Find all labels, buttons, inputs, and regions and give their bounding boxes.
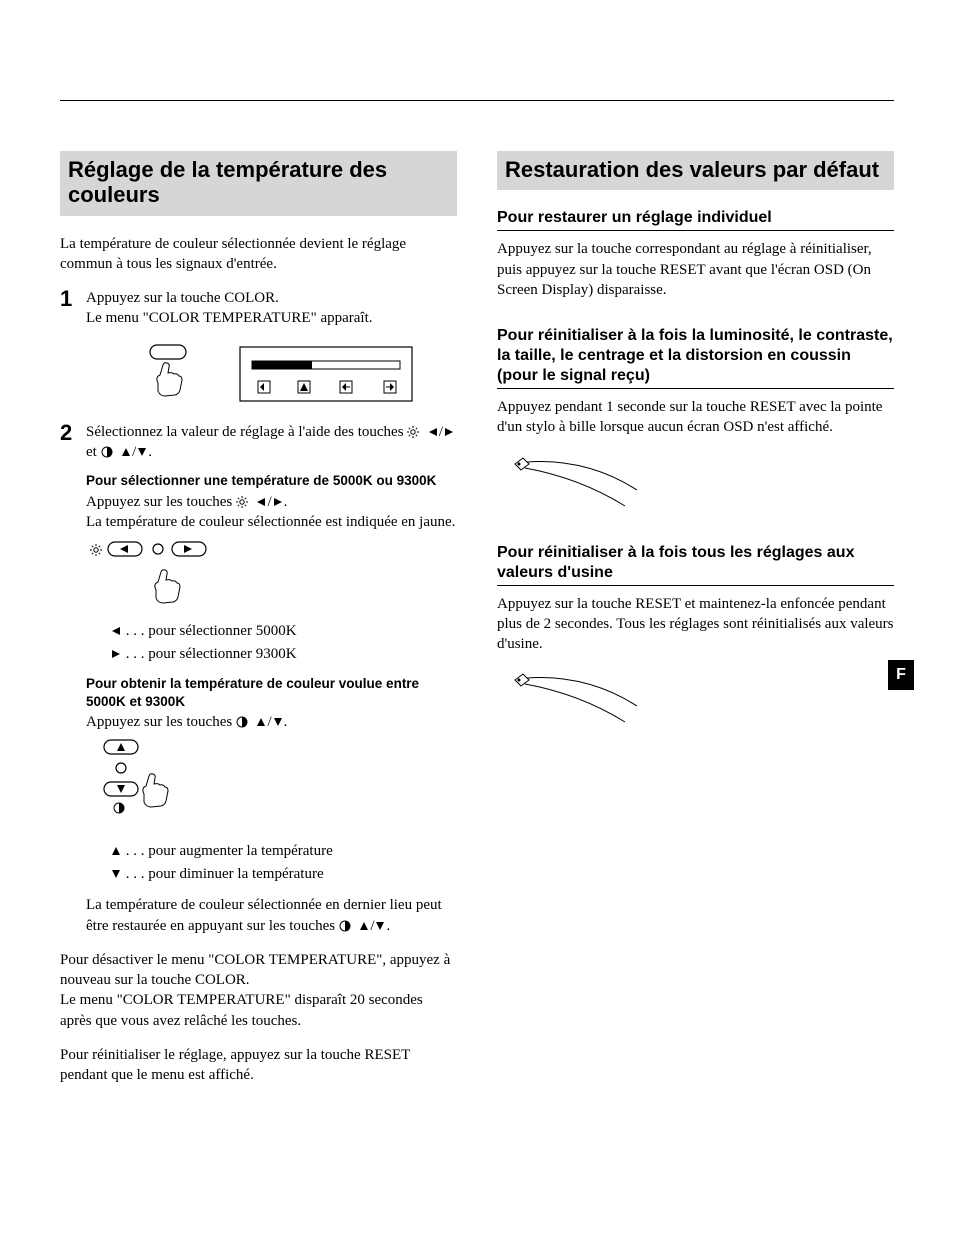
figure-vertical-buttons [86,738,457,833]
arrow-right-text: . . . pour sélectionner 9300K [122,646,297,662]
step-2-text-c: . [148,444,152,460]
step-2-number: 2 [60,422,86,463]
section-title-right: Restauration des valeurs par défaut [497,151,894,190]
section-title-left: Réglage de la température des couleurs [60,151,457,216]
diagram-button-osd [140,339,420,409]
arrow-down-icon [136,446,148,458]
sub2-title: Pour obtenir la température de couleur v… [86,675,457,710]
sub2-text-a: Appuyez sur les touches [86,714,236,730]
diagram-h-buttons [86,538,246,608]
arrow-down-icon [110,868,122,880]
arrow-up-caption: . . . pour augmenter la température [110,841,457,862]
arrow-right-icon [272,496,284,508]
arrow-left-text: . . . pour sélectionner 5000K [122,623,297,639]
arrow-right-caption: . . . pour sélectionner 9300K [110,644,457,665]
contrast-icon [101,446,113,458]
figure-color-button-and-osd [140,339,457,414]
p-individual: Appuyez sur la touche correspondant au r… [497,239,894,300]
sub1-text-a: Appuyez sur les touches [86,494,236,510]
intro-text: La température de couleur sélectionnée d… [60,234,457,275]
h3-factory: Pour réinitialiser à la fois tous les ré… [497,543,894,586]
arrow-left-caption: . . . pour sélectionner 5000K [110,621,457,642]
p-factory: Appuyez sur la touche RESET et maintenez… [497,594,894,655]
contrast-icon [236,716,248,728]
sub1-title: Pour sélectionner une température de 500… [86,472,457,490]
para-reset: Pour réinitialiser le réglage, appuyez s… [60,1045,457,1086]
note-restore: La température de couleur sélectionnée e… [86,895,457,936]
sub1-text-c: La température de couleur sélectionnée e… [86,514,455,530]
arrow-up-icon [120,446,132,458]
columns: Réglage de la température des couleurs L… [60,151,894,1099]
step-1: 1 Appuyez sur la touche COLOR. Le menu "… [60,288,457,329]
contrast-icon [339,920,351,932]
right-column: Restauration des valeurs par défaut Pour… [497,151,894,1099]
step-1-body: Appuyez sur la touche COLOR. Le menu "CO… [86,288,457,329]
left-column: Réglage de la température des couleurs L… [60,151,457,1099]
sub1-text-b: . [284,494,288,510]
step-1-line-b: Le menu "COLOR TEMPERATURE" apparaît. [86,310,373,326]
page: F Réglage de la température des couleurs… [0,0,954,1159]
sub2-text-b: . [284,714,288,730]
para-disable: Pour désactiver le menu "COLOR TEMPERATU… [60,950,457,991]
figure-pen-1 [497,452,894,517]
sun-icon [236,496,248,508]
arrow-down-icon [374,920,386,932]
arrow-up-icon [110,845,122,857]
arrow-left-icon [110,625,122,637]
top-rule [60,100,894,101]
note-restore-b: . [386,918,390,934]
h3-individual: Pour restaurer un réglage individuel [497,208,894,231]
side-tab: F [888,660,914,690]
arrow-left-icon [427,426,439,438]
diagram-pen [497,668,647,728]
arrow-down-caption: . . . pour diminuer la température [110,864,457,885]
step-2-text-a: Sélectionnez la valeur de réglage à l'ai… [86,424,407,440]
arrow-up-icon [358,920,370,932]
step-2-text-b: et [86,444,101,460]
arrow-up-text: . . . pour augmenter la température [122,843,333,859]
sub2-body: Appuyez sur les touches /. [86,712,457,732]
sun-icon [407,426,419,438]
step-1-number: 1 [60,288,86,329]
step-1-line-a: Appuyez sur la touche COLOR. [86,290,279,306]
diagram-v-buttons [86,738,206,828]
figure-horizontal-buttons [86,538,457,613]
arrow-down-icon [272,716,284,728]
p-group: Appuyez pendant 1 seconde sur la touche … [497,397,894,438]
arrow-up-icon [255,716,267,728]
step-2-body: Sélectionnez la valeur de réglage à l'ai… [86,422,457,463]
arrow-down-text: . . . pour diminuer la température [122,866,324,882]
arrow-right-icon [443,426,455,438]
h3-group: Pour réinitialiser à la fois la luminosi… [497,326,894,389]
arrow-left-icon [255,496,267,508]
diagram-pen [497,452,647,512]
sub1-body: Appuyez sur les touches /. La températur… [86,492,457,533]
figure-pen-2 [497,668,894,733]
para-timeout: Le menu "COLOR TEMPERATURE" disparaît 20… [60,990,457,1031]
step-2: 2 Sélectionnez la valeur de réglage à l'… [60,422,457,463]
arrow-right-icon [110,648,122,660]
